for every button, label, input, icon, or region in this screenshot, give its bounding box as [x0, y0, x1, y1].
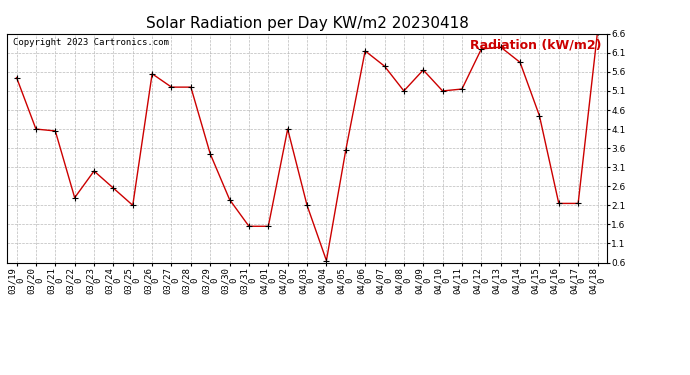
Radiation (kW/m2) — [535, 114, 544, 118]
Radiation (kW/m2) — [32, 127, 40, 131]
Radiation (kW/m2) — [516, 60, 524, 64]
Radiation (kW/m2) — [168, 85, 176, 89]
Radiation (kW/m2) — [245, 224, 253, 228]
Radiation (kW/m2) — [438, 89, 446, 93]
Text: Radiation (kW/m2): Radiation (kW/m2) — [470, 38, 601, 51]
Radiation (kW/m2) — [187, 85, 195, 89]
Radiation (kW/m2) — [458, 87, 466, 91]
Radiation (kW/m2) — [593, 30, 602, 34]
Radiation (kW/m2) — [206, 152, 215, 156]
Radiation (kW/m2) — [342, 148, 350, 152]
Radiation (kW/m2) — [400, 89, 408, 93]
Radiation (kW/m2) — [322, 258, 331, 263]
Text: Copyright 2023 Cartronics.com: Copyright 2023 Cartronics.com — [13, 38, 169, 47]
Radiation (kW/m2) — [303, 203, 311, 208]
Radiation (kW/m2) — [51, 129, 59, 133]
Radiation (kW/m2) — [90, 169, 98, 173]
Radiation (kW/m2) — [574, 201, 582, 206]
Line: Radiation (kW/m2): Radiation (kW/m2) — [14, 29, 600, 263]
Radiation (kW/m2) — [284, 127, 292, 131]
Radiation (kW/m2) — [226, 197, 234, 202]
Radiation (kW/m2) — [380, 64, 388, 68]
Radiation (kW/m2) — [70, 195, 79, 200]
Radiation (kW/m2) — [555, 201, 563, 206]
Radiation (kW/m2) — [12, 75, 21, 80]
Radiation (kW/m2) — [128, 203, 137, 208]
Radiation (kW/m2) — [477, 47, 486, 51]
Radiation (kW/m2) — [148, 72, 156, 76]
Radiation (kW/m2) — [109, 186, 117, 190]
Radiation (kW/m2) — [419, 68, 427, 72]
Radiation (kW/m2) — [361, 49, 369, 53]
Radiation (kW/m2) — [497, 45, 505, 50]
Radiation (kW/m2) — [264, 224, 273, 228]
Title: Solar Radiation per Day KW/m2 20230418: Solar Radiation per Day KW/m2 20230418 — [146, 16, 469, 31]
